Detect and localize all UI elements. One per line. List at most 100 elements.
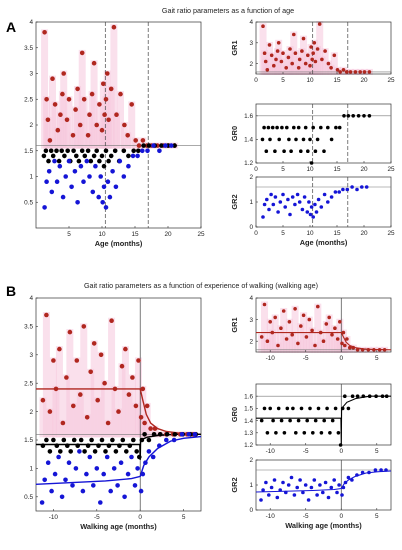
a-gr2-frame — [255, 176, 392, 228]
a-gr2-point-gr2-15 — [295, 192, 300, 197]
a-gr0-point-gr0-9 — [280, 125, 284, 130]
a-main-point-gr1-39 — [140, 138, 146, 143]
b-gr0-point-gr0-31 — [346, 406, 351, 411]
b-gr1-point-gr1-26 — [333, 326, 337, 331]
a-main-point-gr2-17 — [90, 189, 96, 195]
b-main-point-gr0-26 — [131, 437, 136, 443]
b-gr1-ytick-label: 4 — [249, 295, 253, 302]
a-main-band-14 — [74, 85, 82, 149]
a-main-point-gr2-11 — [72, 169, 78, 174]
a-main-point-gr1-13 — [73, 107, 78, 112]
a-gr2-ytick-label: 1 — [249, 199, 253, 206]
b-gr0-point-gr0-36 — [374, 394, 378, 399]
a-main-point-gr0-24 — [106, 158, 111, 164]
b-main-point-gr2-32 — [146, 449, 152, 454]
b-gr0-point-gr0-9 — [285, 406, 290, 411]
a-main-point-gr0-19 — [94, 148, 99, 154]
a-main-xtick-label: 10 — [98, 231, 106, 238]
a-gr1-xtick-label: 20 — [360, 77, 368, 84]
b-gr0-point-gr0-13 — [296, 418, 301, 423]
a-main-point-gr0-23 — [103, 148, 109, 154]
b-gr1-point-gr1-32 — [345, 337, 349, 341]
a-gr1-point-gr1-10 — [279, 59, 284, 64]
a-gr0-xtick-label: 10 — [306, 166, 314, 173]
a-gr2-xtick-label: 25 — [387, 230, 395, 237]
b-gr2-ytick-label: 0 — [249, 507, 253, 514]
b-gr1-band-20 — [314, 303, 322, 353]
b-main-xtick-label: 5 — [182, 514, 186, 521]
a-main-point-gr1-4 — [50, 76, 55, 81]
a-main-point-gr0-12 — [74, 153, 79, 159]
b-main-point-gr1-6 — [60, 420, 66, 426]
b-gr0-ylabel: GR0 — [230, 407, 239, 422]
a-gr1-xtick-label: 5 — [281, 77, 285, 84]
a-main-point-gr2-10 — [69, 184, 74, 190]
b-main-point-gr2-38 — [186, 432, 192, 437]
b-main-point-gr2-21 — [111, 466, 117, 471]
a-gr2-point-gr2-33 — [341, 187, 345, 192]
b-main-band-32 — [143, 402, 151, 438]
a-main-point-gr2-5 — [54, 179, 60, 184]
a-main-point-gr1-12 — [70, 133, 76, 138]
b-main-frame — [35, 297, 202, 512]
a-main-ytick-label: 0.5 — [24, 199, 33, 206]
a-gr0-point-gr0-23 — [311, 125, 316, 130]
b-gr0-xtick-label: -10 — [266, 448, 276, 455]
b-main-point-gr1-13 — [84, 415, 90, 420]
b-main-point-gr0-32 — [151, 432, 157, 437]
a-gr0-ylabel: GR0 — [230, 126, 239, 141]
a-main-band-0 — [41, 29, 49, 149]
a-main-point-gr1-25 — [101, 81, 106, 87]
a-main-point-gr0-21 — [99, 153, 105, 159]
a-gr2-xtick-label: 20 — [360, 230, 368, 237]
b-gr2-point-gr2-24 — [326, 495, 331, 500]
b-main-point-gr1-29 — [138, 415, 144, 420]
b-main-point-gr0-7 — [65, 443, 70, 449]
panel-label-b: B — [6, 283, 16, 299]
a-gr1-point-gr1-6 — [272, 63, 276, 68]
a-main-band-39 — [139, 137, 147, 149]
b-gr2-point-gr2-37 — [373, 468, 378, 472]
b-main-point-gr1-31 — [142, 420, 147, 426]
a-gr1-point-gr1-37 — [335, 68, 340, 72]
a-gr1-xtick-label: 10 — [306, 77, 314, 84]
a-gr0-ytick-label: 1.2 — [244, 160, 253, 167]
a-gr0-point-gr0-12 — [287, 137, 291, 142]
a-gr1-point-gr1-41 — [348, 70, 353, 74]
b-gr2-xtick-label: 0 — [339, 513, 343, 520]
a-main-point-gr1-19 — [87, 112, 92, 117]
b-gr2-point-gr2-4 — [269, 485, 274, 490]
b-gr1-point-gr1-24 — [327, 315, 332, 320]
a-gr0-point-gr0-11 — [285, 125, 289, 130]
a-main-point-gr2-31 — [130, 153, 136, 159]
a-gr0-point-gr0-4 — [268, 137, 272, 142]
a-gr1-point-gr1-4 — [267, 43, 272, 47]
b-main-point-gr2-27 — [132, 483, 138, 488]
a-main-xtick-label: 15 — [131, 231, 139, 238]
b-main-point-gr2-20 — [108, 488, 113, 494]
a-gr0-point-gr0-7 — [275, 125, 279, 130]
a-main-point-gr2-32 — [135, 153, 140, 159]
a-gr0-point-gr0-2 — [264, 149, 269, 153]
b-gr0-xtick-label: 0 — [339, 448, 343, 455]
a-gr0-xtick-label: 25 — [387, 166, 395, 173]
a-main-point-gr0-32 — [141, 143, 146, 148]
b-gr2-point-gr2-17 — [306, 498, 311, 502]
a-gr2-point-gr2-12 — [288, 212, 292, 217]
b-main-point-gr0-29 — [139, 437, 145, 443]
b-main-point-gr0-19 — [106, 443, 112, 449]
a-gr1-band-21 — [300, 35, 308, 75]
a-gr0-point-gr0-31 — [337, 125, 342, 130]
a-gr1-band-36 — [330, 52, 338, 75]
b-main-point-gr2-3 — [49, 488, 54, 494]
b-gr0-point-gr0-21 — [319, 431, 324, 435]
a-main-point-gr2-7 — [60, 194, 66, 200]
b-gr1-band-12 — [291, 305, 299, 353]
b-main-point-gr0-5 — [58, 449, 63, 454]
b-main-point-gr1-21 — [112, 386, 118, 392]
a-gr1-point-gr1-8 — [275, 49, 280, 53]
a-main-point-gr1-23 — [97, 102, 102, 107]
b-main-ytick-label: 2 — [29, 409, 33, 416]
b-gr0-point-gr0-11 — [291, 406, 295, 411]
